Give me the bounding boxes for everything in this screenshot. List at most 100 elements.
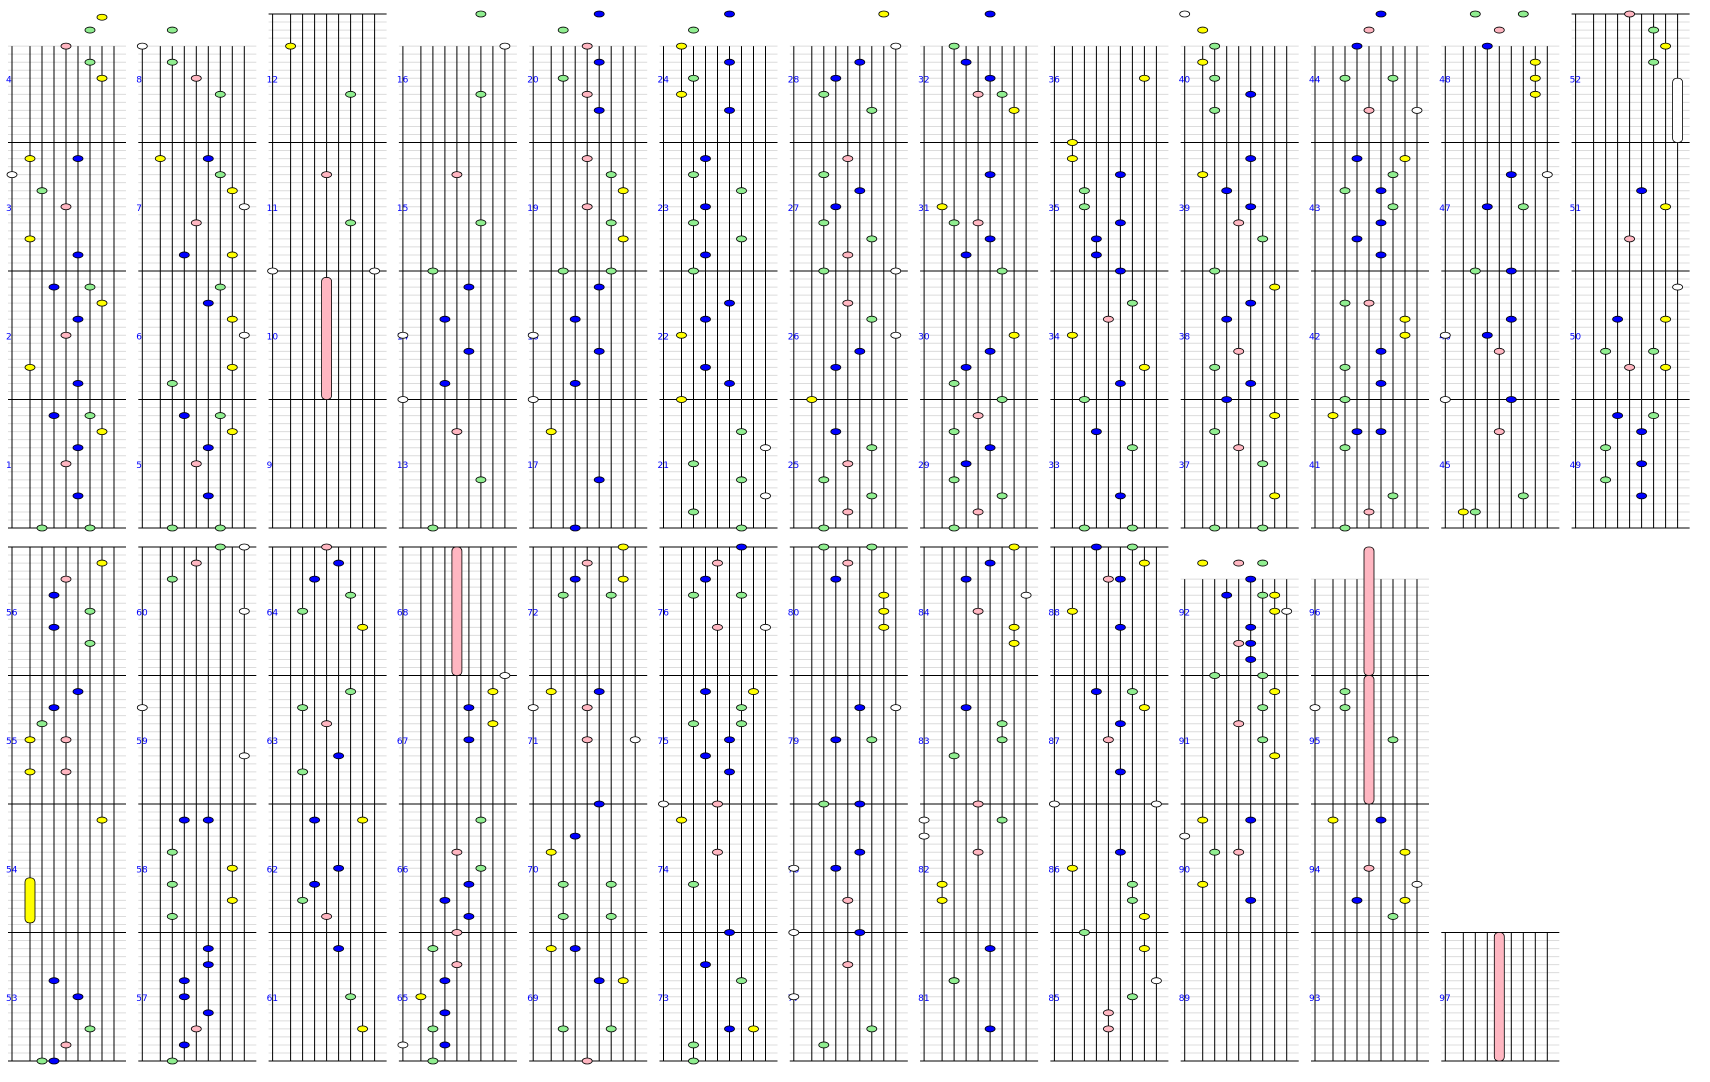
blue-note (1115, 575, 1126, 583)
measure-number: 79 (788, 737, 800, 747)
white-note (1020, 591, 1032, 599)
measure-number: 12 (267, 75, 278, 85)
yellow-note (1529, 74, 1541, 82)
blue-note (463, 347, 475, 355)
green-note (866, 1025, 878, 1033)
green-note (866, 315, 878, 323)
green-note (427, 945, 439, 952)
yellow-note (1269, 283, 1281, 291)
score-column: 1 2 3 4 (6, 45, 126, 529)
white-note (136, 704, 148, 712)
yellow-note (1327, 412, 1339, 419)
green-note (1209, 363, 1221, 371)
green-note (427, 267, 439, 275)
white-note (788, 929, 800, 936)
blue-note (854, 929, 866, 936)
measure-number: 15 (397, 204, 408, 214)
white-note (1151, 800, 1162, 808)
blue-note (854, 187, 866, 195)
white-note (760, 623, 771, 631)
green-note (297, 896, 309, 904)
pink-note (60, 42, 72, 50)
measure-number: 93 (1309, 994, 1320, 1004)
white-note (890, 704, 902, 712)
measure-number: 76 (658, 608, 670, 618)
green-note (557, 880, 569, 888)
blue-note (1221, 187, 1233, 195)
blue-note (984, 559, 996, 567)
blue-note (1481, 331, 1493, 339)
yellow-note (226, 428, 238, 436)
pink-long-note (451, 546, 463, 676)
white-note (890, 42, 902, 50)
blue-note (48, 591, 60, 599)
blue-note (724, 736, 735, 744)
green-note (84, 1025, 96, 1033)
white-note (238, 203, 250, 211)
blue-note (1505, 171, 1517, 179)
pink-note (581, 203, 593, 211)
yellow-note (1197, 559, 1209, 567)
measure-number: 20 (527, 75, 539, 85)
measure-number: 24 (658, 75, 670, 85)
yellow-note (24, 736, 36, 744)
yellow-note (96, 74, 108, 82)
green-note (84, 26, 96, 34)
pink-note (1493, 428, 1505, 436)
green-note (818, 476, 830, 484)
pink-note (1103, 575, 1114, 583)
green-note (166, 380, 178, 387)
white-note (760, 492, 771, 500)
white-note (658, 800, 669, 808)
white-note (1439, 396, 1451, 403)
green-note (1209, 42, 1221, 50)
measure-number: 43 (1309, 204, 1320, 214)
blue-note (1612, 315, 1623, 323)
white-note (527, 331, 539, 339)
blue-note (700, 363, 711, 371)
blue-note (1636, 187, 1647, 195)
blue-note (854, 58, 866, 66)
blue-note (463, 913, 475, 920)
measure-number: 92 (1179, 608, 1190, 618)
pink-note (451, 848, 463, 856)
pink-note (972, 848, 984, 856)
green-note (818, 543, 830, 551)
pink-note (1233, 848, 1245, 856)
pink-note (972, 412, 984, 419)
blue-note (960, 460, 972, 468)
green-note (345, 90, 357, 98)
measure-number: 44 (1309, 75, 1321, 85)
pink-note (1493, 26, 1505, 34)
blue-note (202, 492, 214, 500)
green-note (475, 476, 487, 484)
blue-note (1505, 267, 1517, 275)
blue-note (1375, 187, 1387, 195)
blue-note (439, 977, 451, 985)
green-note (818, 219, 830, 227)
white-note (1411, 880, 1423, 888)
green-note (736, 704, 747, 712)
yellow-note (285, 42, 297, 50)
yellow-note (1197, 171, 1209, 179)
green-note (1257, 591, 1269, 599)
blue-note (724, 10, 735, 18)
green-note (36, 524, 48, 532)
yellow-note (676, 816, 687, 824)
green-note (297, 607, 309, 615)
green-note (475, 219, 487, 227)
measure-number: 81 (918, 994, 929, 1004)
yellow-note (96, 13, 108, 21)
measure-number: 10 (267, 332, 279, 342)
yellow-note (878, 591, 890, 599)
green-note (475, 10, 487, 18)
measure-number: 9 (267, 461, 273, 471)
green-note (1079, 203, 1090, 211)
blue-note (593, 347, 605, 355)
blue-note (72, 315, 84, 323)
pink-note (581, 1057, 593, 1065)
green-note (1600, 347, 1611, 355)
green-note (688, 1041, 699, 1049)
yellow-note (1399, 315, 1411, 323)
